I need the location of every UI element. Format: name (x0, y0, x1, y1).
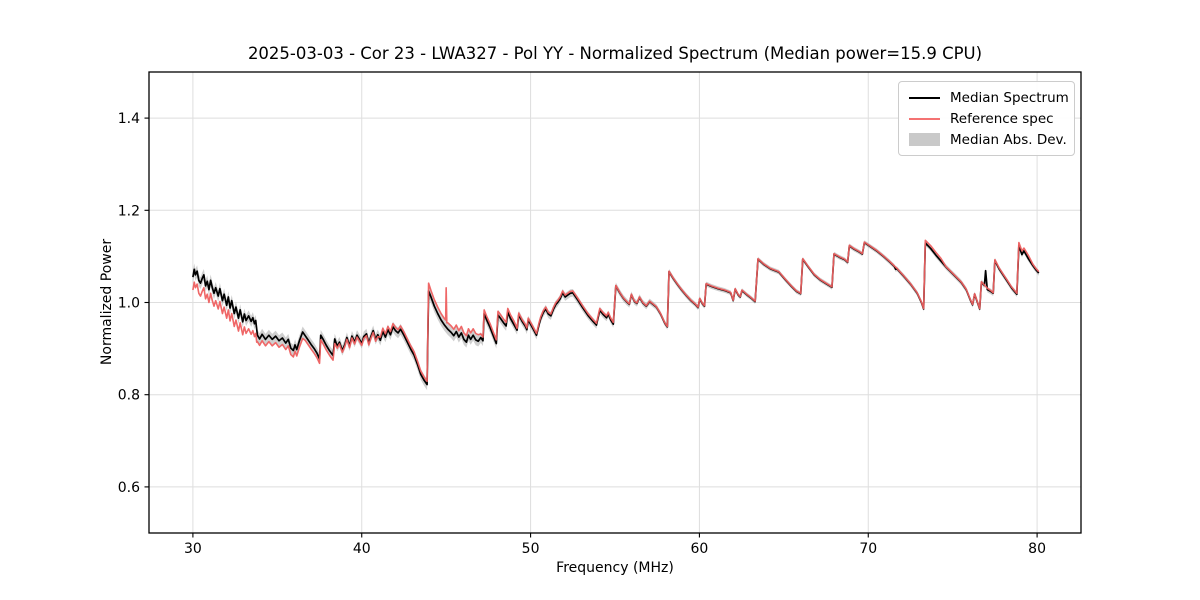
median-line-swatch (909, 96, 940, 99)
svg-text:0.6: 0.6 (118, 480, 140, 496)
legend-row-median: Median Spectrum (899, 87, 1074, 108)
reference-line-swatch (909, 117, 940, 120)
svg-text:1.0: 1.0 (118, 296, 140, 312)
x-axis-label: Frequency (MHz) (556, 560, 674, 576)
tick-labels: 30 40 50 60 70 80 0.6 0.8 1.0 1.2 1.4 (118, 111, 1046, 557)
svg-text:50: 50 (522, 541, 540, 557)
mad-band (192, 240, 1039, 391)
legend: Median Spectrum Reference spec Median Ab… (898, 81, 1075, 156)
reference-spec-line (192, 239, 1040, 383)
y-axis-label: Normalized Power (99, 238, 115, 366)
legend-row-reference: Reference spec (899, 108, 1074, 129)
chart-title: 2025-03-03 - Cor 23 - LWA327 - Pol YY - … (247, 44, 983, 63)
svg-text:60: 60 (691, 541, 709, 557)
svg-text:1.2: 1.2 (118, 203, 140, 219)
svg-text:0.8: 0.8 (118, 388, 140, 404)
svg-text:70: 70 (859, 541, 877, 557)
legend-row-mad: Median Abs. Dev. (899, 129, 1074, 150)
legend-label-mad: Median Abs. Dev. (950, 131, 1067, 148)
svg-text:30: 30 (184, 541, 202, 557)
mad-patch-swatch (909, 133, 940, 146)
svg-text:40: 40 (353, 541, 371, 557)
legend-label-reference: Reference spec (950, 110, 1054, 127)
svg-text:80: 80 (1028, 541, 1046, 557)
svg-text:1.4: 1.4 (118, 111, 140, 127)
tick-marks (144, 117, 1038, 538)
legend-label-median: Median Spectrum (950, 89, 1069, 106)
